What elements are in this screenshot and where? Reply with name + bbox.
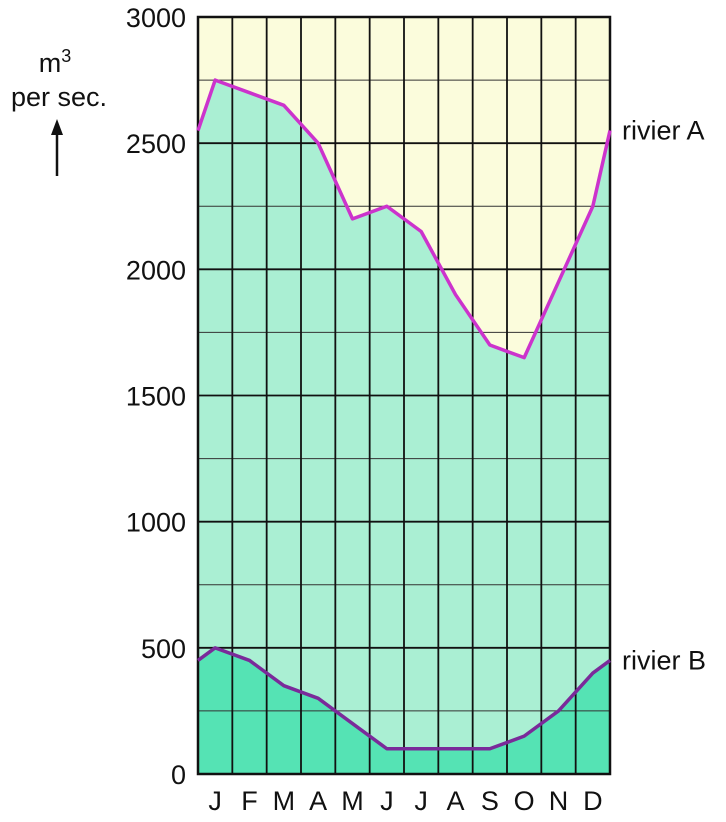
- plot-frame: [196, 15, 612, 776]
- y-tick-label: 2000: [126, 255, 186, 285]
- y-tick-label: 0: [171, 760, 186, 790]
- x-tick-label: M: [341, 786, 364, 816]
- y-tick-label: 1000: [126, 508, 186, 538]
- y-axis-unit-per: per sec.: [11, 82, 107, 112]
- x-tick-label: S: [481, 786, 499, 816]
- y-tick-label: 1500: [126, 382, 186, 412]
- y-axis-label: m3 per sec.: [11, 46, 107, 176]
- y-tick-label: 500: [141, 634, 186, 664]
- y-tick-label: 2500: [126, 129, 186, 159]
- x-tick-label: F: [241, 786, 258, 816]
- series-lines-layer: [196, 78, 612, 751]
- x-tick-label: D: [583, 786, 603, 816]
- x-tick-label: M: [273, 786, 296, 816]
- y-tick-label: 3000: [126, 3, 186, 33]
- series-labels: rivier A rivier B: [622, 116, 706, 676]
- up-arrow-icon: [51, 119, 63, 135]
- x-tick-label: J: [208, 786, 222, 816]
- grid-layer: [196, 15, 612, 776]
- y-axis-unit: m3: [39, 46, 72, 78]
- series-label-1: rivier A: [622, 116, 705, 146]
- x-tick-label: J: [414, 786, 428, 816]
- x-tick-label: A: [446, 786, 464, 816]
- series-line-1: [196, 78, 612, 360]
- x-tick-label: N: [549, 786, 569, 816]
- x-tick-label: O: [514, 786, 535, 816]
- x-tick-label: A: [309, 786, 327, 816]
- x-tick-label: J: [380, 786, 394, 816]
- y-tick-labels: 0 500 1000 1500 2000 2500 3000: [126, 3, 186, 790]
- series-label-2: rivier B: [622, 645, 706, 675]
- series-line-2: [196, 646, 612, 751]
